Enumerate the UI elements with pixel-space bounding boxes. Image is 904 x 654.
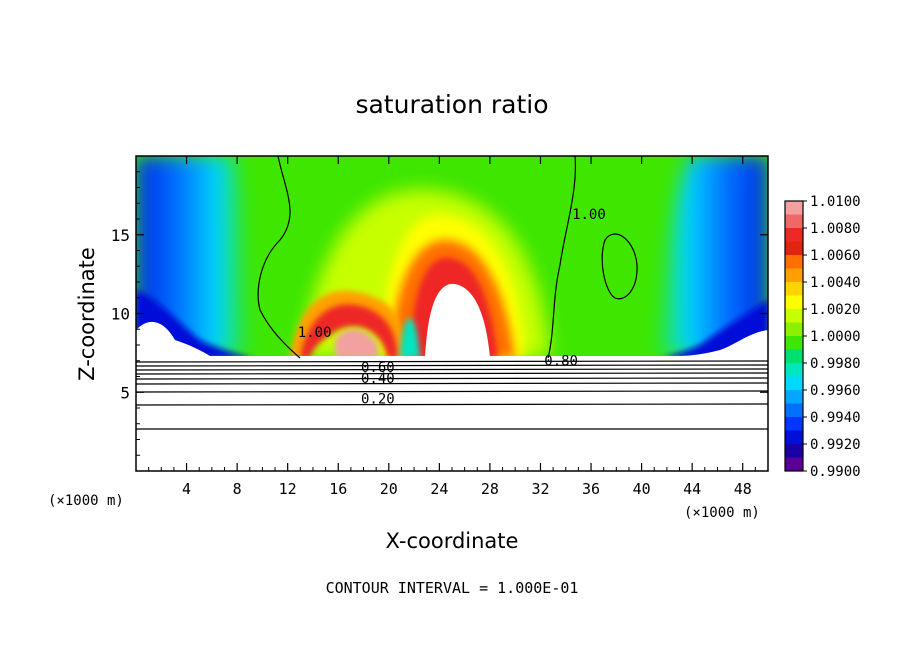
colorbar-swatch (785, 295, 803, 310)
colorbar-label: 1.0000 (810, 329, 861, 345)
left-arch-core (300, 304, 398, 358)
chart-title: saturation ratio (355, 90, 548, 119)
x-unit-right: (×1000 m) (684, 505, 760, 521)
y-axis-label: Z-coordinate (75, 247, 99, 381)
colorbar-label: 1.0020 (810, 302, 861, 318)
contour-line (136, 377, 768, 380)
y-axis-ticks: 5 10 15 (111, 171, 768, 456)
colorbar-swatch (785, 282, 803, 296)
contour-line (136, 360, 768, 363)
colorbar-swatch (785, 336, 803, 350)
contour-label: 1.00 (298, 325, 332, 341)
x-tick-label: 40 (633, 480, 651, 498)
contour-label: 0.80 (544, 353, 578, 369)
contour-label: 1.00 (572, 207, 606, 223)
colorbar-swatch (785, 349, 803, 364)
x-axis-ticks: 4 8 12 16 20 24 28 32 36 40 44 48 (148, 156, 756, 498)
x-unit-left: (×1000 m) (48, 493, 124, 509)
colorbar-label: 0.9980 (810, 356, 861, 372)
colorbar-swatch (785, 444, 803, 458)
contour-line (136, 382, 768, 385)
contour-labels: 1.00 1.00 0.80 0.600.40 0.20 (298, 207, 606, 407)
right-flank (650, 156, 768, 356)
colorbar-label: 0.9940 (810, 410, 861, 426)
contour-line (136, 372, 768, 375)
y-tick-label: 10 (111, 305, 130, 324)
x-tick-label: 48 (734, 480, 752, 498)
colorbar: 1.0100 1.0080 1.0060 1.0040 1.0020 1.0000 0.99… (784, 194, 861, 480)
arch-tip (335, 329, 378, 358)
colorbar-swatch (785, 430, 803, 445)
contour-1.00-right (547, 156, 577, 359)
colorbar-swatch (785, 457, 803, 472)
colorbar-swatch (785, 417, 803, 431)
colorbar-label: 1.0100 (810, 194, 861, 210)
left-terrain-hump (136, 321, 210, 356)
colorbar-label: 0.9900 (810, 464, 861, 480)
colorbar-label: 0.9960 (810, 383, 861, 399)
colorbar-label: 1.0080 (810, 221, 861, 237)
contour-line (136, 403, 768, 406)
y-tick-label: 15 (111, 226, 130, 245)
colorbar-label: 1.0060 (810, 248, 861, 264)
x-tick-label: 24 (430, 480, 448, 498)
y-tick-label: 5 (120, 383, 130, 402)
colorbar-label: 0.9920 (810, 437, 861, 453)
contour-line (136, 364, 768, 367)
x-tick-label: 20 (380, 480, 398, 498)
x-tick-label: 44 (683, 480, 701, 498)
colorbar-swatch (785, 241, 803, 256)
x-tick-label: 28 (481, 480, 499, 498)
right-terrain-hump (680, 330, 768, 356)
contour-closed-loop (601, 233, 638, 300)
x-tick-label: 4 (182, 480, 191, 498)
contour-1.00-left (257, 156, 301, 359)
subcloud-region (136, 356, 768, 471)
colorbar-swatch (785, 376, 803, 391)
contour-label: 0.20 (361, 391, 395, 407)
colorbar-swatch (785, 268, 803, 283)
left-flank (136, 156, 255, 356)
contour-line (136, 368, 768, 371)
x-tick-label: 8 (233, 480, 242, 498)
colorbar-swatch (785, 403, 803, 418)
colorbar-swatch (785, 390, 803, 404)
supersaturated-core (425, 283, 490, 358)
colorbar-swatch (785, 363, 803, 377)
colorbar-swatch (785, 309, 803, 323)
left-arch-outer (290, 290, 405, 358)
valley-min (400, 318, 420, 358)
colorbar-swatch (785, 255, 803, 269)
x-tick-label: 16 (329, 480, 347, 498)
contour-lines (136, 156, 768, 430)
heatmap-field (136, 156, 768, 471)
x-tick-label: 32 (531, 480, 549, 498)
colorbar-swatch (785, 322, 803, 337)
x-axis-label: X-coordinate (386, 529, 519, 553)
colorbar-label: 1.0040 (810, 275, 861, 291)
contour-label: 0.40 (361, 371, 395, 387)
colorbar-swatch (785, 228, 803, 242)
x-tick-label: 36 (582, 480, 600, 498)
colorbar-swatch (785, 214, 803, 229)
x-tick-label: 12 (279, 480, 297, 498)
colorbar-swatch (785, 201, 803, 215)
contour-label: 0.60 (361, 360, 395, 376)
contour-line (136, 390, 768, 393)
contour-interval-note: CONTOUR INTERVAL = 1.000E-01 (326, 579, 579, 597)
